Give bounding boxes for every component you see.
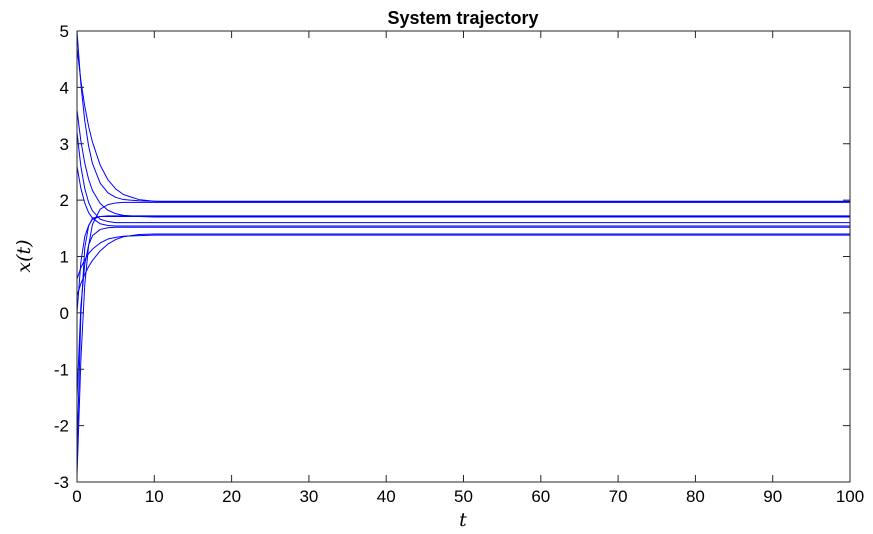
x-tick-label-1: 10 <box>145 487 164 506</box>
y-tick-label-0: -3 <box>54 473 69 492</box>
x-tick-label-2: 20 <box>222 487 241 506</box>
x-tick-label-3: 30 <box>299 487 318 506</box>
y-tick-label-5: 2 <box>60 191 69 210</box>
chart-title: System trajectory <box>387 8 538 28</box>
x-tick-label-8: 80 <box>686 487 705 506</box>
series-line-2 <box>76 47 850 203</box>
x-tick-label-9: 90 <box>763 487 782 506</box>
y-tick-label-6: 3 <box>60 135 69 154</box>
y-tick-label-4: 1 <box>60 248 69 267</box>
series-line-8 <box>76 215 850 313</box>
x-axis-label: t <box>459 509 467 531</box>
y-axis-label-text: x(t) <box>13 239 35 272</box>
y-axis-label: x(t) <box>13 239 35 272</box>
y-tick-label-7: 4 <box>60 78 69 97</box>
x-tick-label-7: 70 <box>609 487 628 506</box>
series-lines <box>76 30 850 477</box>
series-line-4 <box>76 132 850 224</box>
y-tick-label-1: -2 <box>54 417 69 436</box>
series-line-10 <box>76 233 850 297</box>
series-line-5 <box>76 166 850 227</box>
y-tick-label-8: 5 <box>60 22 69 41</box>
x-tick-label-0: 0 <box>72 487 81 506</box>
y-tick-label-3: 0 <box>60 304 69 323</box>
x-tick-label-5: 50 <box>454 487 473 506</box>
y-tick-label-2: -1 <box>54 360 69 379</box>
series-line-11 <box>76 234 850 280</box>
plot-area-frame <box>76 30 851 483</box>
series-line-3 <box>76 109 850 218</box>
series-line-7 <box>76 215 850 454</box>
axes: 0 10 20 30 40 50 60 70 80 90 100 -3 -2 -1 0 1 2 3 4 5 <box>54 22 864 506</box>
series-line-9 <box>76 226 850 398</box>
series-line-6 <box>76 201 850 477</box>
x-tick-label-4: 40 <box>377 487 396 506</box>
series-line-1 <box>76 30 850 202</box>
x-tick-label-10: 100 <box>836 487 864 506</box>
x-tick-label-6: 60 <box>531 487 550 506</box>
